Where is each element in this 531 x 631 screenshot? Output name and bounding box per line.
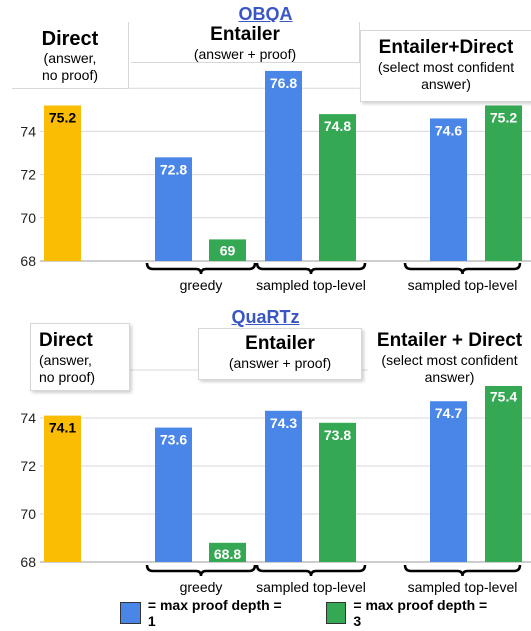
obqa-bar-depth1 [430,118,467,261]
obqa-bracket-label: greedy [180,277,223,293]
obqa-bar-depth3 [209,239,246,261]
obqa-ytick-label: 68 [20,253,36,269]
quartz-combo-group-box: Entailer + Direct (select most confident… [368,328,531,386]
quartz-bar-value-label: 74.7 [435,405,462,421]
legend-label-depth1: = max proof depth = 1 [147,597,282,629]
obqa-bar-value-label: 74.6 [435,122,462,138]
quartz-bracket-label: greedy [180,579,223,595]
obqa-bracket-label: sampled top-level [256,277,366,293]
obqa-entailer-title: Entailer [210,24,280,45]
obqa-combo-group-box: Entailer+Direct (select most confident a… [360,30,531,102]
obqa-title: OBQA [238,4,293,24]
obqa-bar-direct [44,105,81,261]
quartz-bracket [145,564,257,577]
quartz-bar-depth3 [319,422,356,562]
quartz-bar-depth1 [155,427,192,562]
obqa-ytick-label: 70 [20,210,36,226]
quartz-entailer-sub: (answer + proof) [228,355,332,371]
obqa-direct-group-box: Direct (answer, no proof) [12,22,129,89]
legend-swatch-green [325,602,347,624]
obqa-ytick-label: 74 [20,123,36,139]
legend: = max proof depth = 1 = max proof depth … [120,597,531,629]
quartz-bar-depth1 [430,401,467,562]
legend-label-depth3: = max proof depth = 3 [353,597,488,629]
quartz-ytick-label: 70 [20,506,36,522]
obqa-entailer-group-box: Entailer (answer + proof) [131,22,360,63]
quartz-bracket [255,564,367,577]
quartz-ytick-label: 74 [20,410,36,426]
obqa-combo-title: Entailer+Direct [378,37,514,58]
obqa-combo-sub-1: (select most confident [377,59,515,75]
quartz-direct-group-box: Direct (answer, no proof) [30,323,130,391]
quartz-bracket-label: sampled top-level [408,579,518,595]
quartz-bracket-label: sampled top-level [256,579,366,595]
quartz-bar-direct [44,415,81,562]
obqa-bracket [403,262,522,275]
obqa-bracket [145,262,257,275]
quartz-ytick-label: 68 [20,554,36,570]
obqa-bar-value-label: 75.2 [49,109,76,125]
obqa-direct-title: Direct [41,28,99,50]
obqa-bar-value-label: 74.8 [324,118,351,134]
obqa-bracket-label: sampled top-level [408,277,518,293]
obqa-ytick-label: 72 [20,167,36,183]
obqa-bracket [255,262,367,275]
obqa-bar-value-label: 76.8 [270,75,297,91]
obqa-direct-sub-2: no proof) [41,67,99,83]
obqa-bar-depth1 [155,157,192,261]
quartz-bracket [403,564,522,577]
legend-swatch-blue [120,602,141,624]
obqa-bar-depth1 [265,70,302,261]
quartz-direct-title: Direct [39,330,93,351]
quartz-combo-title: Entailer + Direct [376,330,523,351]
quartz-combo-sub-2: answer) [424,369,475,385]
obqa-bar-value-label: 69 [220,242,236,258]
obqa-bar-value-label: 72.8 [160,161,187,177]
quartz-direct-sub-2: no proof) [39,369,96,385]
obqa-bar-depth3 [319,114,356,262]
obqa-direct-sub-1: (answer, [43,50,97,66]
obqa-entailer-sub: (answer + proof) [193,46,297,62]
quartz-bar-value-label: 68.8 [214,546,241,562]
obqa-bar-value-label: 75.2 [490,109,517,125]
obqa-bar-depth3 [485,105,522,261]
quartz-bar-depth1 [265,410,302,562]
quartz-title: QuaRTz [231,307,300,327]
legend-item-depth1: = max proof depth = 1 [120,597,286,629]
quartz-entailer-title: Entailer [245,333,315,354]
quartz-ytick-label: 72 [20,458,36,474]
quartz-combo-sub-1: (select most confident [381,352,518,368]
quartz-bar-depth3 [485,384,522,562]
quartz-bar-value-label: 73.6 [160,432,187,448]
quartz-direct-sub-1: (answer, [39,352,92,368]
quartz-entailer-group-box: Entailer (answer + proof) [198,328,362,380]
quartz-bar-value-label: 73.8 [324,427,351,443]
quartz-bar-value-label: 75.4 [490,388,517,404]
quartz-bar-depth3 [209,542,246,562]
legend-item-depth3: = max proof depth = 3 [325,597,492,629]
obqa-combo-sub-2: answer) [421,76,471,92]
quartz-bar-value-label: 74.1 [49,420,76,436]
quartz-bar-value-label: 74.3 [270,415,297,431]
